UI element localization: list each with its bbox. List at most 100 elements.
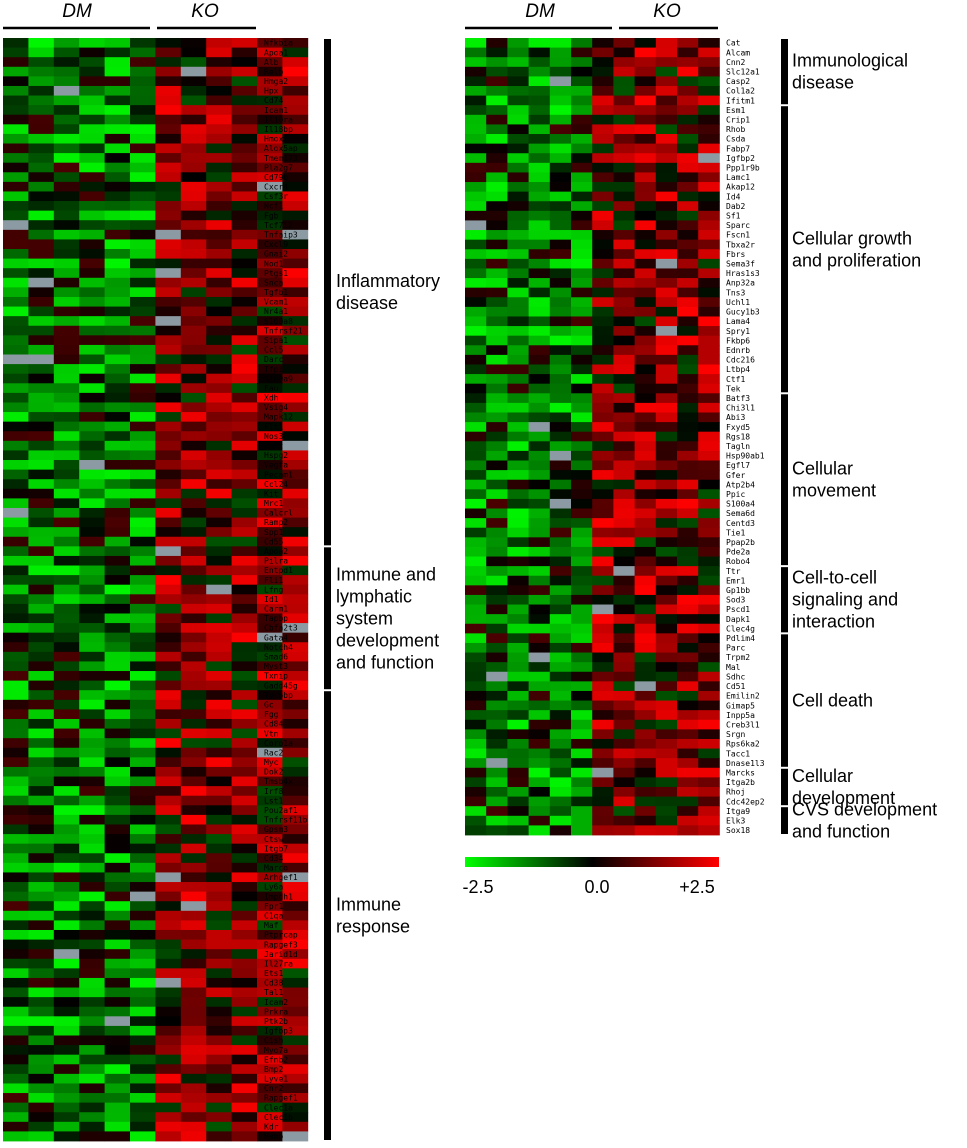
heatmap-cell bbox=[3, 671, 29, 682]
heatmap-cell bbox=[486, 537, 508, 548]
heatmap-cell bbox=[655, 546, 678, 557]
heatmap-cell bbox=[53, 325, 80, 336]
heatmap-cell bbox=[613, 287, 635, 298]
heatmap-cell bbox=[104, 440, 131, 451]
heatmap-cell bbox=[698, 786, 720, 797]
gene-label: Hras1s3 bbox=[726, 269, 760, 278]
heatmap-cell bbox=[613, 143, 635, 154]
left-ko-header: KO bbox=[191, 1, 219, 22]
heatmap-cell bbox=[655, 825, 678, 836]
heatmap-cell bbox=[79, 997, 105, 1008]
heatmap-cell bbox=[257, 421, 283, 432]
heatmap-cell bbox=[257, 296, 283, 307]
heatmap-cell bbox=[28, 968, 55, 979]
heatmap-cell bbox=[528, 518, 551, 529]
heatmap-cell bbox=[677, 719, 699, 730]
heatmap-cell bbox=[592, 268, 614, 279]
heatmap-cell bbox=[634, 450, 657, 461]
heatmap-cell bbox=[206, 766, 232, 777]
heatmap-cell bbox=[465, 700, 487, 711]
heatmap-cell bbox=[180, 834, 207, 845]
heatmap-cell bbox=[549, 383, 572, 394]
heatmap-cell bbox=[28, 364, 55, 375]
heatmap-cell bbox=[3, 958, 29, 969]
heatmap-cell bbox=[104, 507, 131, 518]
heatmap-cell bbox=[507, 220, 529, 231]
heatmap-cell bbox=[592, 546, 614, 557]
heatmap-cell bbox=[231, 920, 258, 931]
heatmap-cell bbox=[528, 575, 551, 586]
heatmap-cell bbox=[257, 651, 283, 662]
heatmap-cell bbox=[231, 335, 258, 346]
heatmap-cell bbox=[465, 498, 487, 509]
heatmap-cell bbox=[592, 383, 614, 394]
heatmap-cell bbox=[282, 306, 309, 317]
heatmap-cell bbox=[507, 537, 529, 548]
gene-label: Ly6a bbox=[264, 883, 283, 892]
heatmap-cell bbox=[592, 402, 614, 413]
heatmap-cell bbox=[3, 882, 29, 893]
heatmap-cell bbox=[698, 546, 720, 557]
heatmap-cell bbox=[130, 709, 156, 720]
heatmap-cell bbox=[282, 383, 309, 394]
heatmap-cell bbox=[698, 729, 720, 740]
heatmap-cell bbox=[613, 748, 635, 759]
heatmap-cell bbox=[486, 220, 508, 231]
heatmap-cell bbox=[571, 114, 593, 125]
gene-label: Sema3f bbox=[726, 260, 755, 269]
heatmap-cell bbox=[180, 38, 207, 48]
gene-label: Rgs18 bbox=[726, 432, 750, 441]
heatmap-cell bbox=[486, 642, 508, 653]
heatmap-cell bbox=[28, 517, 55, 528]
heatmap-cell bbox=[465, 95, 487, 106]
heatmap-cell bbox=[655, 364, 678, 375]
heatmap-cell bbox=[571, 690, 593, 701]
gene-label: Tgfb1 bbox=[264, 288, 288, 297]
heatmap-cell bbox=[507, 76, 529, 87]
heatmap-cell bbox=[53, 488, 80, 499]
heatmap-cell bbox=[206, 1102, 232, 1113]
heatmap-cell bbox=[3, 747, 29, 758]
heatmap-cell bbox=[231, 891, 258, 902]
heatmap-cell bbox=[698, 796, 720, 807]
heatmap-cell bbox=[231, 623, 258, 634]
heatmap-cell bbox=[282, 872, 309, 883]
heatmap-cell bbox=[549, 450, 572, 461]
heatmap-cell bbox=[613, 297, 635, 308]
heatmap-cell bbox=[257, 383, 283, 394]
heatmap-cell bbox=[257, 412, 283, 423]
heatmap-cell bbox=[486, 806, 508, 817]
heatmap-cell bbox=[677, 585, 699, 596]
heatmap-cell bbox=[282, 373, 309, 384]
heatmap-cell bbox=[180, 153, 207, 164]
heatmap-cell bbox=[677, 402, 699, 413]
heatmap-cell bbox=[53, 776, 80, 787]
heatmap-cell bbox=[257, 546, 283, 557]
heatmap-cell bbox=[257, 1064, 283, 1075]
gene-label: Esm1 bbox=[726, 106, 745, 115]
heatmap-cell bbox=[28, 143, 55, 154]
heatmap-cell bbox=[53, 1131, 80, 1142]
heatmap-cell bbox=[104, 95, 131, 106]
heatmap-cell bbox=[592, 662, 614, 673]
heatmap-cell bbox=[180, 460, 207, 471]
heatmap-cell bbox=[28, 651, 55, 662]
heatmap-cell bbox=[698, 642, 720, 653]
heatmap-cell bbox=[571, 777, 593, 788]
heatmap-cell bbox=[655, 537, 678, 548]
heatmap-cell bbox=[53, 498, 80, 509]
heatmap-cell bbox=[465, 354, 487, 365]
heatmap-cell bbox=[79, 268, 105, 279]
heatmap-cell bbox=[592, 748, 614, 759]
heatmap-cell bbox=[698, 249, 720, 260]
gene-label: Tns3 bbox=[726, 288, 745, 297]
heatmap-cell bbox=[155, 834, 182, 845]
heatmap-cell bbox=[28, 306, 55, 317]
heatmap-cell bbox=[231, 1093, 258, 1104]
heatmap-cell bbox=[282, 968, 309, 979]
heatmap-cell bbox=[465, 345, 487, 356]
heatmap-cell bbox=[231, 1073, 258, 1084]
gene-label: Cd55 bbox=[264, 537, 283, 546]
heatmap-cell bbox=[282, 891, 309, 902]
heatmap-cell bbox=[677, 182, 699, 193]
